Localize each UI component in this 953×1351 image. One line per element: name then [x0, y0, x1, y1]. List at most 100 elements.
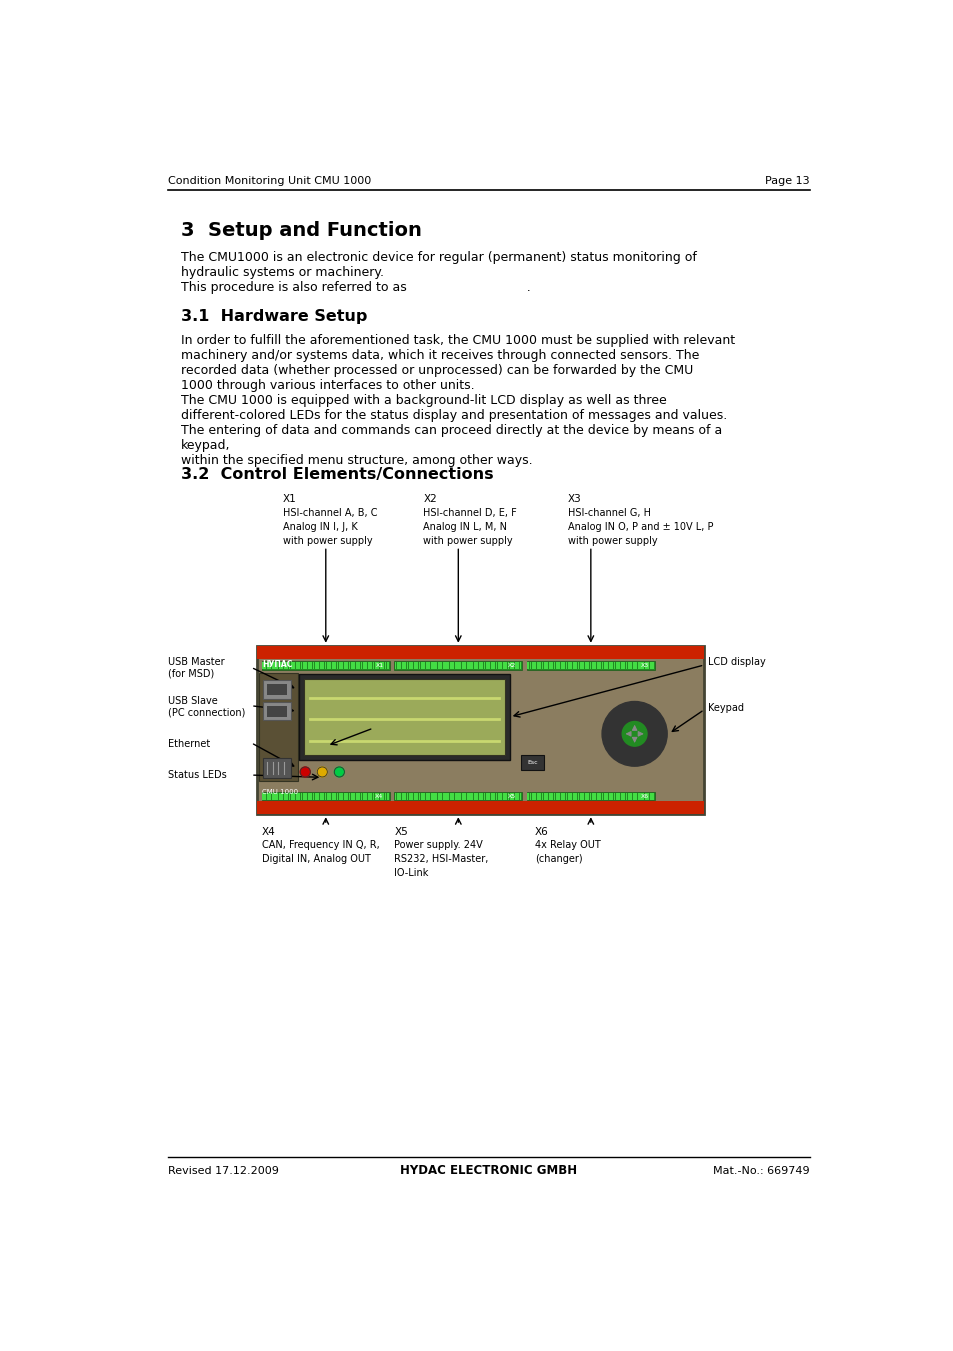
Bar [297, 662, 299, 669]
Bar [365, 662, 367, 669]
Bar [387, 662, 389, 669]
Bar [613, 662, 615, 669]
Bar [459, 662, 461, 669]
Bar [395, 793, 396, 800]
Text: HSI-channel D, E, F: HSI-channel D, E, F [423, 508, 517, 517]
Bar [423, 793, 425, 800]
Bar [493, 793, 495, 800]
Bar [478, 793, 480, 800]
Bar [370, 793, 372, 800]
Bar [469, 793, 471, 800]
Bar [281, 662, 283, 669]
Bar [625, 793, 627, 800]
Bar [379, 662, 381, 669]
Bar [404, 793, 406, 800]
Bar [517, 793, 518, 800]
Text: X2: X2 [423, 494, 436, 504]
Bar [485, 662, 487, 669]
Bar [490, 793, 492, 800]
Bar [529, 793, 531, 800]
Bar [565, 662, 567, 669]
Bar [377, 793, 379, 800]
Bar [456, 662, 458, 669]
Bar [558, 793, 559, 800]
Bar [338, 662, 340, 669]
Bar [411, 662, 413, 669]
Bar [355, 662, 357, 669]
Bar [439, 662, 441, 669]
Text: Esc: Esc [526, 761, 537, 765]
Text: X3: X3 [639, 663, 648, 667]
Bar [336, 793, 338, 800]
Bar [587, 662, 588, 669]
Text: HYDAC ELECTRONIC GMBH: HYDAC ELECTRONIC GMBH [400, 1165, 577, 1177]
Bar [652, 662, 653, 669]
Bar [317, 793, 319, 800]
Circle shape [334, 767, 344, 777]
Bar [603, 662, 605, 669]
FancyBboxPatch shape [263, 703, 291, 720]
Bar [577, 662, 578, 669]
Bar [637, 793, 639, 800]
Bar [368, 662, 369, 669]
Bar [507, 662, 509, 669]
Bar [442, 662, 444, 669]
Bar [257, 801, 703, 813]
Bar [384, 662, 386, 669]
Bar [646, 793, 648, 800]
Bar [597, 793, 598, 800]
Bar [418, 662, 420, 669]
Bar [459, 793, 461, 800]
Bar [365, 793, 367, 800]
Circle shape [621, 721, 646, 746]
Bar [348, 662, 350, 669]
Bar [541, 662, 543, 669]
Bar [478, 662, 480, 669]
Bar [556, 793, 558, 800]
Bar [428, 662, 430, 669]
Text: with power supply: with power supply [423, 535, 513, 546]
Bar [553, 662, 555, 669]
Bar [300, 793, 302, 800]
Bar [401, 662, 403, 669]
Bar [450, 662, 452, 669]
Bar [632, 662, 634, 669]
Bar [382, 662, 384, 669]
Bar [620, 662, 622, 669]
Bar [639, 662, 641, 669]
Bar [267, 684, 286, 694]
Bar [493, 662, 495, 669]
Bar [269, 662, 271, 669]
Circle shape [317, 767, 327, 777]
Bar [377, 662, 379, 669]
Bar [298, 674, 509, 759]
Bar [532, 793, 534, 800]
Bar [396, 662, 398, 669]
Bar [295, 793, 297, 800]
Bar [627, 793, 629, 800]
Bar [567, 793, 569, 800]
Bar [288, 793, 290, 800]
Bar [414, 662, 416, 669]
Text: X1: X1 [375, 663, 383, 667]
Text: 4x Relay OUT: 4x Relay OUT [534, 840, 599, 851]
Bar [456, 793, 458, 800]
Bar [592, 793, 593, 800]
Bar [474, 793, 476, 800]
Bar [327, 662, 329, 669]
Bar [269, 793, 271, 800]
Bar [608, 793, 610, 800]
Bar [360, 662, 362, 669]
Text: In order to fulfill the aforementioned task, the CMU 1000 must be supplied with : In order to fulfill the aforementioned t… [181, 334, 735, 467]
Bar [343, 662, 345, 669]
Bar [310, 662, 312, 669]
Bar [526, 792, 654, 800]
Bar [538, 662, 540, 669]
Text: Analog IN L, M, N: Analog IN L, M, N [423, 521, 507, 532]
Bar [262, 662, 264, 669]
Bar [594, 662, 596, 669]
Bar [622, 793, 624, 800]
Bar [395, 662, 396, 669]
Bar [532, 662, 534, 669]
Text: USB Slave: USB Slave [168, 696, 217, 705]
